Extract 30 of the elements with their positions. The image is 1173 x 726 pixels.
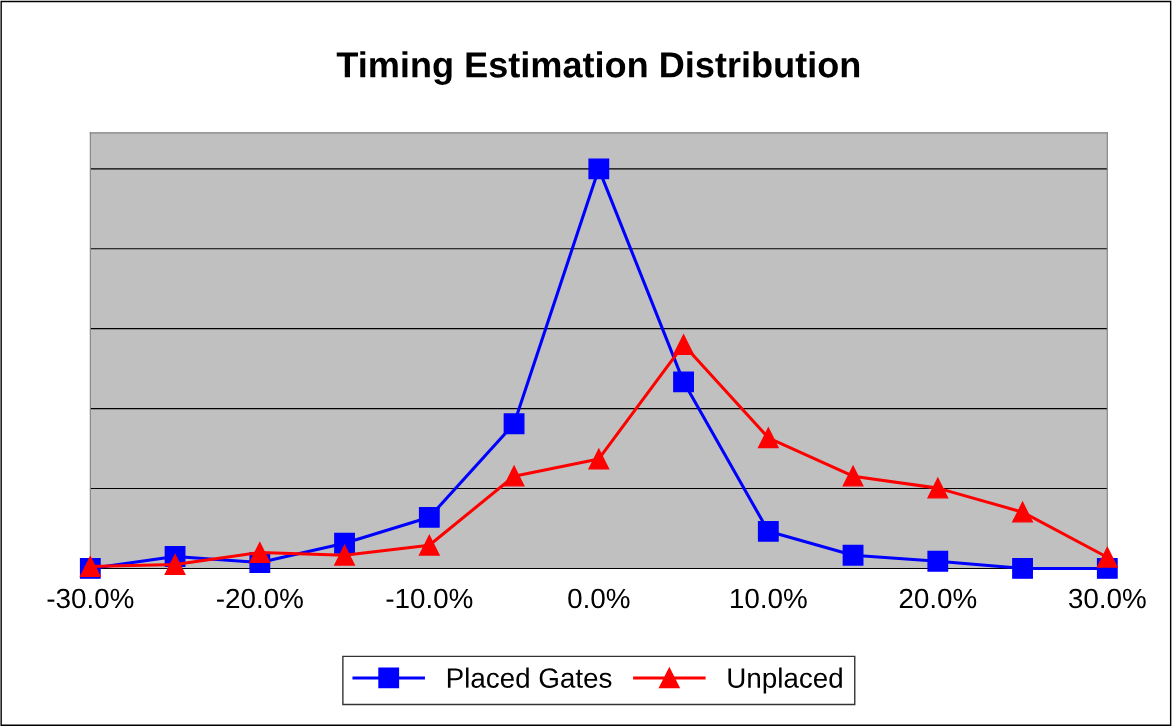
x-tick-label: 30.0% [1068,588,1146,609]
point [503,465,525,487]
point [418,534,440,556]
point [1012,501,1033,523]
x-tick-label: -30.0% [47,588,134,609]
legend-label: Unplaced [728,667,842,694]
point [164,554,186,575]
point [503,413,525,435]
point [588,158,610,180]
point [673,371,694,393]
point [1096,546,1118,568]
x-tick-label: 0.0% [568,588,630,609]
point [334,544,355,566]
point [927,550,949,572]
point [249,542,271,563]
point [842,465,864,487]
point [588,448,610,470]
point [757,520,779,542]
legend-label: Placed Gates [447,667,612,688]
x-tick-label: 20.0% [899,588,977,609]
point [757,427,779,449]
x-tick-label: 10.0% [731,588,807,609]
x-tick-label: -10.0% [386,588,473,609]
x-tick-label: -20.0% [217,588,303,609]
chart-title: Timing Estimation Distribution [336,51,860,85]
point [418,506,440,528]
point [927,477,949,499]
point [842,544,864,566]
point [673,334,694,356]
point [1012,558,1033,579]
